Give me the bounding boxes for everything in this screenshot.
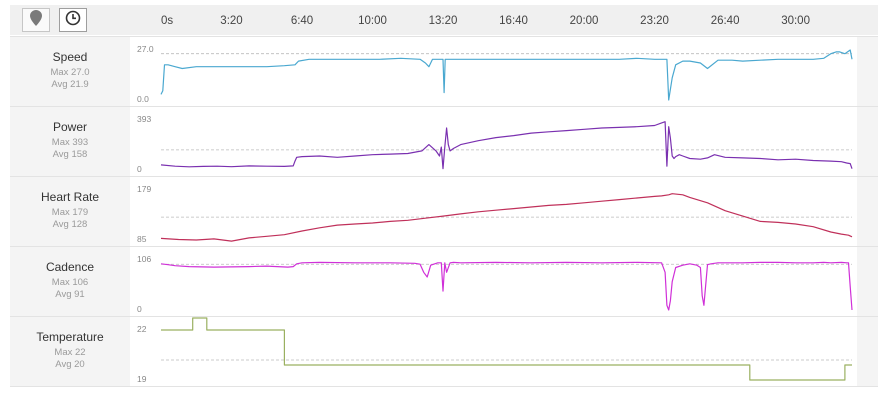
time-tick-label: 10:00 <box>358 15 387 27</box>
metric-max: Max 27.0 <box>50 67 90 78</box>
y-max-label: 27.0 <box>137 44 154 54</box>
y-max-label: 22 <box>137 324 147 334</box>
clock-icon <box>65 10 81 31</box>
y-max-label: 393 <box>137 114 152 124</box>
metric-avg: Avg 20 <box>55 359 85 370</box>
series-line <box>160 261 853 311</box>
chart-row-speed: Speed Max 27.0 Avg 21.9 27.0 0.0 <box>10 36 878 106</box>
temperature-chart[interactable]: 22 19 <box>130 317 857 386</box>
metric-name: Heart Rate <box>40 190 100 204</box>
time-tick-label: 13:20 <box>428 15 458 27</box>
metric-max: Max 393 <box>51 137 89 148</box>
time-tick-label: 0s <box>161 15 174 27</box>
metric-name: Temperature <box>36 330 104 344</box>
power-chart[interactable]: 393 0 <box>130 107 857 176</box>
temperature-plot <box>161 317 852 381</box>
series-line <box>160 193 853 242</box>
time-tick-label: 30:00 <box>781 15 810 27</box>
metric-avg: Avg 21.9 <box>51 79 89 90</box>
chart-row-heart-rate: Heart Rate Max 179 Avg 128 179 85 <box>10 176 878 246</box>
heart-rate-chart[interactable]: 179 85 <box>130 177 857 246</box>
speed-plot <box>160 49 853 101</box>
metric-avg: Avg 91 <box>55 289 85 300</box>
y-min-label: 85 <box>137 234 147 244</box>
time-tick-label: 23:20 <box>640 15 669 27</box>
time-view-button[interactable] <box>59 8 87 32</box>
y-max-label: 179 <box>137 184 152 194</box>
row-label: Temperature Max 22 Avg 20 <box>10 317 130 386</box>
heart-rate-plot <box>160 193 853 242</box>
series-line <box>160 49 853 101</box>
power-plot <box>160 121 853 170</box>
cadence-chart[interactable]: 106 0 <box>130 247 857 316</box>
speed-chart[interactable]: 27.0 0.0 <box>130 37 857 106</box>
metric-name: Cadence <box>45 260 95 274</box>
y-min-label: 0.0 <box>137 94 149 104</box>
time-tick-label: 6:40 <box>290 15 314 27</box>
map-pin-icon <box>30 9 42 31</box>
metric-name: Speed <box>52 50 88 64</box>
metric-max: Max 179 <box>51 207 89 218</box>
time-tick-label: 3:20 <box>220 15 243 27</box>
map-view-button[interactable] <box>22 8 50 32</box>
metric-avg: Avg 158 <box>52 149 88 160</box>
cadence-plot <box>160 261 853 311</box>
time-tick-label: 16:40 <box>499 15 528 27</box>
activity-analysis-panel: 0s 3:20 6:40 10:00 13:20 16:40 20:00 23:20 26:40… <box>10 0 880 394</box>
row-label: Cadence Max 106 Avg 91 <box>10 247 130 316</box>
series-line <box>161 317 852 381</box>
chart-row-power: Power Max 393 Avg 158 393 0 <box>10 106 878 176</box>
metric-name: Power <box>52 120 87 134</box>
y-min-label: 0 <box>137 304 142 314</box>
time-axis: 0s 3:20 6:40 10:00 13:20 16:40 20:00 23:20 26:40… <box>10 5 878 35</box>
y-min-label: 0 <box>137 164 142 174</box>
timeline-header: 0s 3:20 6:40 10:00 13:20 16:40 20:00 23:20 26:40… <box>10 5 878 35</box>
metric-max: Max 106 <box>51 277 89 288</box>
time-tick-label: 26:40 <box>710 15 740 27</box>
series-line <box>160 121 853 170</box>
chart-row-cadence: Cadence Max 106 Avg 91 106 0 <box>10 246 878 316</box>
chart-row-temperature: Temperature Max 22 Avg 20 22 19 <box>10 316 878 387</box>
y-max-label: 106 <box>137 254 152 264</box>
y-min-label: 19 <box>137 374 147 384</box>
row-label: Heart Rate Max 179 Avg 128 <box>10 177 130 246</box>
row-label: Speed Max 27.0 Avg 21.9 <box>10 37 130 106</box>
metric-max: Max 22 <box>54 347 86 358</box>
metric-avg: Avg 128 <box>52 219 88 230</box>
row-label: Power Max 393 Avg 158 <box>10 107 130 176</box>
time-tick-label: 20:00 <box>569 15 599 27</box>
